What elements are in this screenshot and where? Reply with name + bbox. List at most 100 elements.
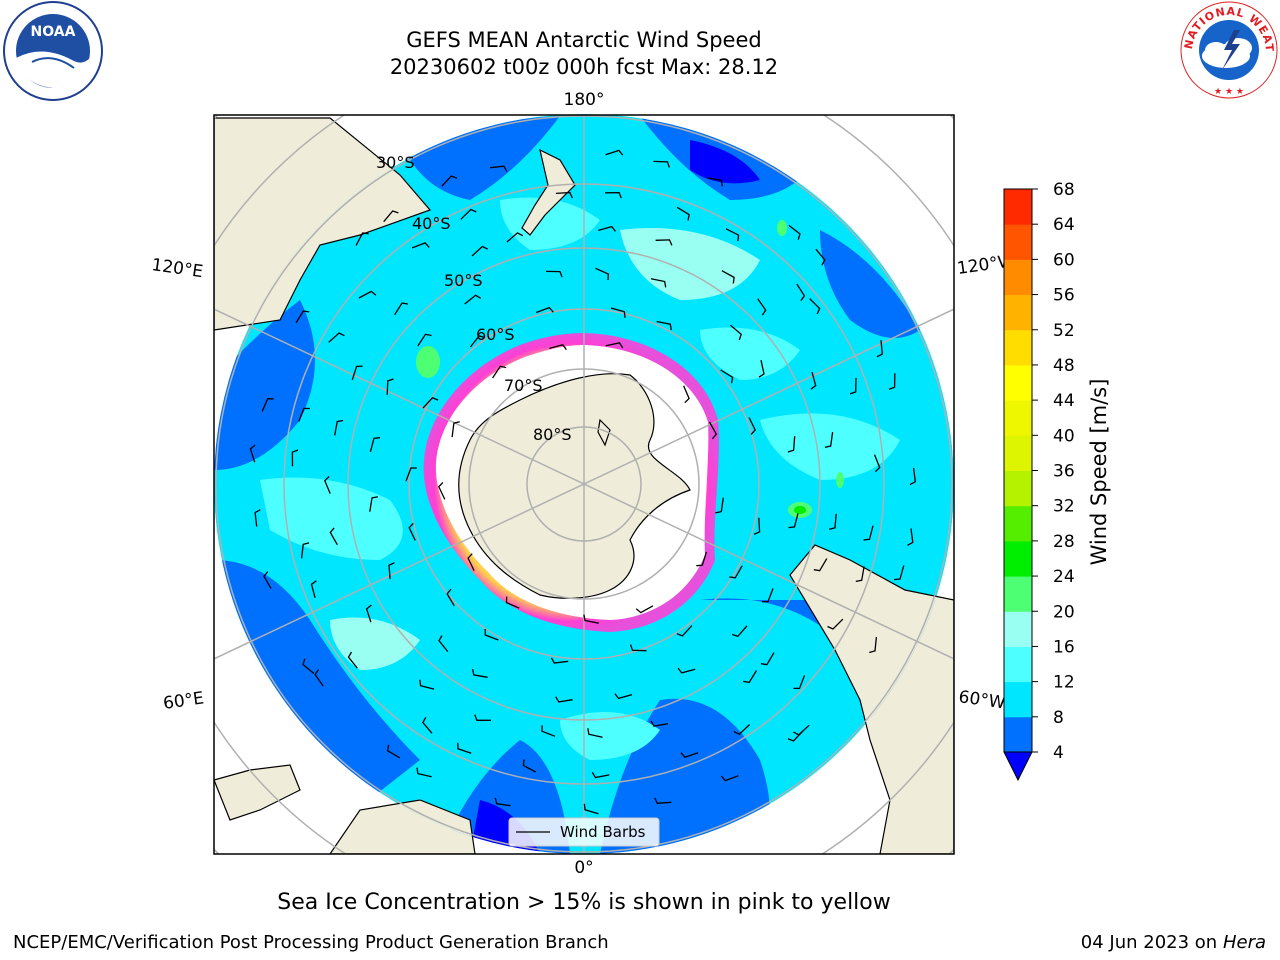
wind-barb [733, 724, 750, 735]
wind-barb [467, 553, 475, 571]
antarctica-landmass [458, 373, 691, 599]
wind-barb [388, 562, 395, 580]
wind-barb [541, 725, 556, 737]
wind-barb [298, 407, 310, 422]
colorbar-under-arrow [1003, 751, 1033, 782]
wind-barb [422, 716, 433, 734]
wind-barb [457, 742, 472, 754]
wind-barb [829, 513, 837, 531]
wind-barb [587, 728, 603, 738]
wind-barb [720, 369, 734, 384]
lat-label-70s: 70°S [504, 376, 543, 395]
wind-barb [300, 542, 310, 559]
wind-barb [369, 437, 381, 452]
wind-barb [302, 658, 315, 674]
colorbar-tick-label: 64 [1053, 215, 1075, 235]
wind-barb [522, 759, 537, 773]
wind-barb [810, 371, 817, 390]
colorbar-segment [1004, 435, 1032, 471]
colorbar-segment [1004, 329, 1032, 366]
wind-barb [787, 436, 796, 453]
wind-barb [441, 175, 458, 187]
wind-barb [629, 644, 647, 652]
noaa-logo: NOAA [3, 1, 103, 101]
lon-label-0: 0° [574, 858, 593, 878]
wind-barb [761, 588, 774, 603]
wind-barb [334, 419, 344, 436]
wind-barb [869, 636, 878, 654]
noaa-logo-text: NOAA [31, 24, 76, 40]
wind-barb [329, 527, 338, 546]
colorbar-tick-label: 8 [1053, 708, 1064, 728]
wind-barb [598, 225, 616, 232]
wind-barb [894, 565, 905, 581]
colorbar-segment [1004, 224, 1032, 260]
wind-barbs [249, 149, 916, 815]
legend-label: Wind Barbs [560, 823, 646, 841]
colorbar-segment [1004, 611, 1032, 647]
wind-barb [654, 797, 672, 804]
wind-barb [583, 803, 599, 815]
wind-barb [438, 481, 446, 500]
new-zealand-landmass [521, 148, 576, 236]
wind-barb [656, 320, 672, 331]
colorbar-segment [1004, 189, 1032, 225]
wind-barb [469, 335, 486, 348]
wind-barb [827, 618, 844, 630]
wind-barb [460, 208, 477, 220]
wind-barb [464, 294, 482, 305]
wind-barb [417, 333, 432, 347]
footer-host: Hera [1222, 932, 1266, 953]
wind-barb [863, 525, 874, 541]
wind-barb [655, 239, 673, 246]
wind-barb [788, 224, 801, 240]
colorbar-segment [1004, 576, 1032, 612]
legend: Wind Barbs [508, 817, 660, 847]
wind-barb [419, 679, 435, 690]
wind-barb [451, 421, 460, 438]
meridian-60e-120w [214, 308, 954, 660]
lat-label-50s: 50°S [444, 271, 483, 290]
wind-barb [263, 571, 272, 589]
wind-barb [758, 360, 765, 378]
wind-barb [351, 365, 363, 380]
lat-label-40s: 40°S [412, 214, 451, 233]
lat-label-60s: 60°S [476, 325, 515, 344]
wind-barb [358, 290, 377, 299]
wind-barb [422, 397, 439, 409]
colorbar-segment [1004, 505, 1032, 542]
wind-barb [757, 298, 767, 316]
wind-barb [506, 232, 524, 243]
wind-barb [310, 580, 317, 598]
lon-label-60w: 60°W [957, 687, 1006, 713]
colorbar-segment [1004, 681, 1032, 718]
colorbar-segment [1004, 470, 1032, 507]
footer-date: 04 Jun 2023 on Hera [1081, 932, 1266, 953]
wind-barb [386, 378, 394, 395]
wind-barb [876, 340, 883, 358]
lon-label-120e: 120°E [150, 255, 204, 282]
colorbar-tick-label: 24 [1053, 567, 1075, 587]
colorbar-tick-label: 12 [1053, 673, 1075, 693]
colorbar-tick-label: 4 [1053, 743, 1064, 763]
wind-barb [492, 365, 507, 379]
wind-barb [324, 476, 331, 494]
wind-barb [813, 558, 828, 572]
wind-barb [254, 509, 261, 527]
graticule [214, 115, 954, 854]
wind-barb [720, 775, 739, 782]
wind-barb [753, 517, 761, 535]
wind-barb [680, 752, 699, 758]
wind-barb [386, 744, 401, 759]
wind-barb [505, 596, 520, 609]
wind-barb [677, 667, 696, 674]
lon-label-60e: 60°E [162, 688, 205, 713]
wind-barb [355, 232, 369, 246]
colorbar-tick-label: 36 [1053, 462, 1075, 482]
wind-barb [416, 767, 432, 778]
wind-barb [650, 720, 669, 727]
wind-barb [635, 605, 654, 614]
colorbar-segment [1004, 259, 1032, 296]
wind-barb [729, 565, 743, 579]
wind-barb [815, 248, 826, 266]
